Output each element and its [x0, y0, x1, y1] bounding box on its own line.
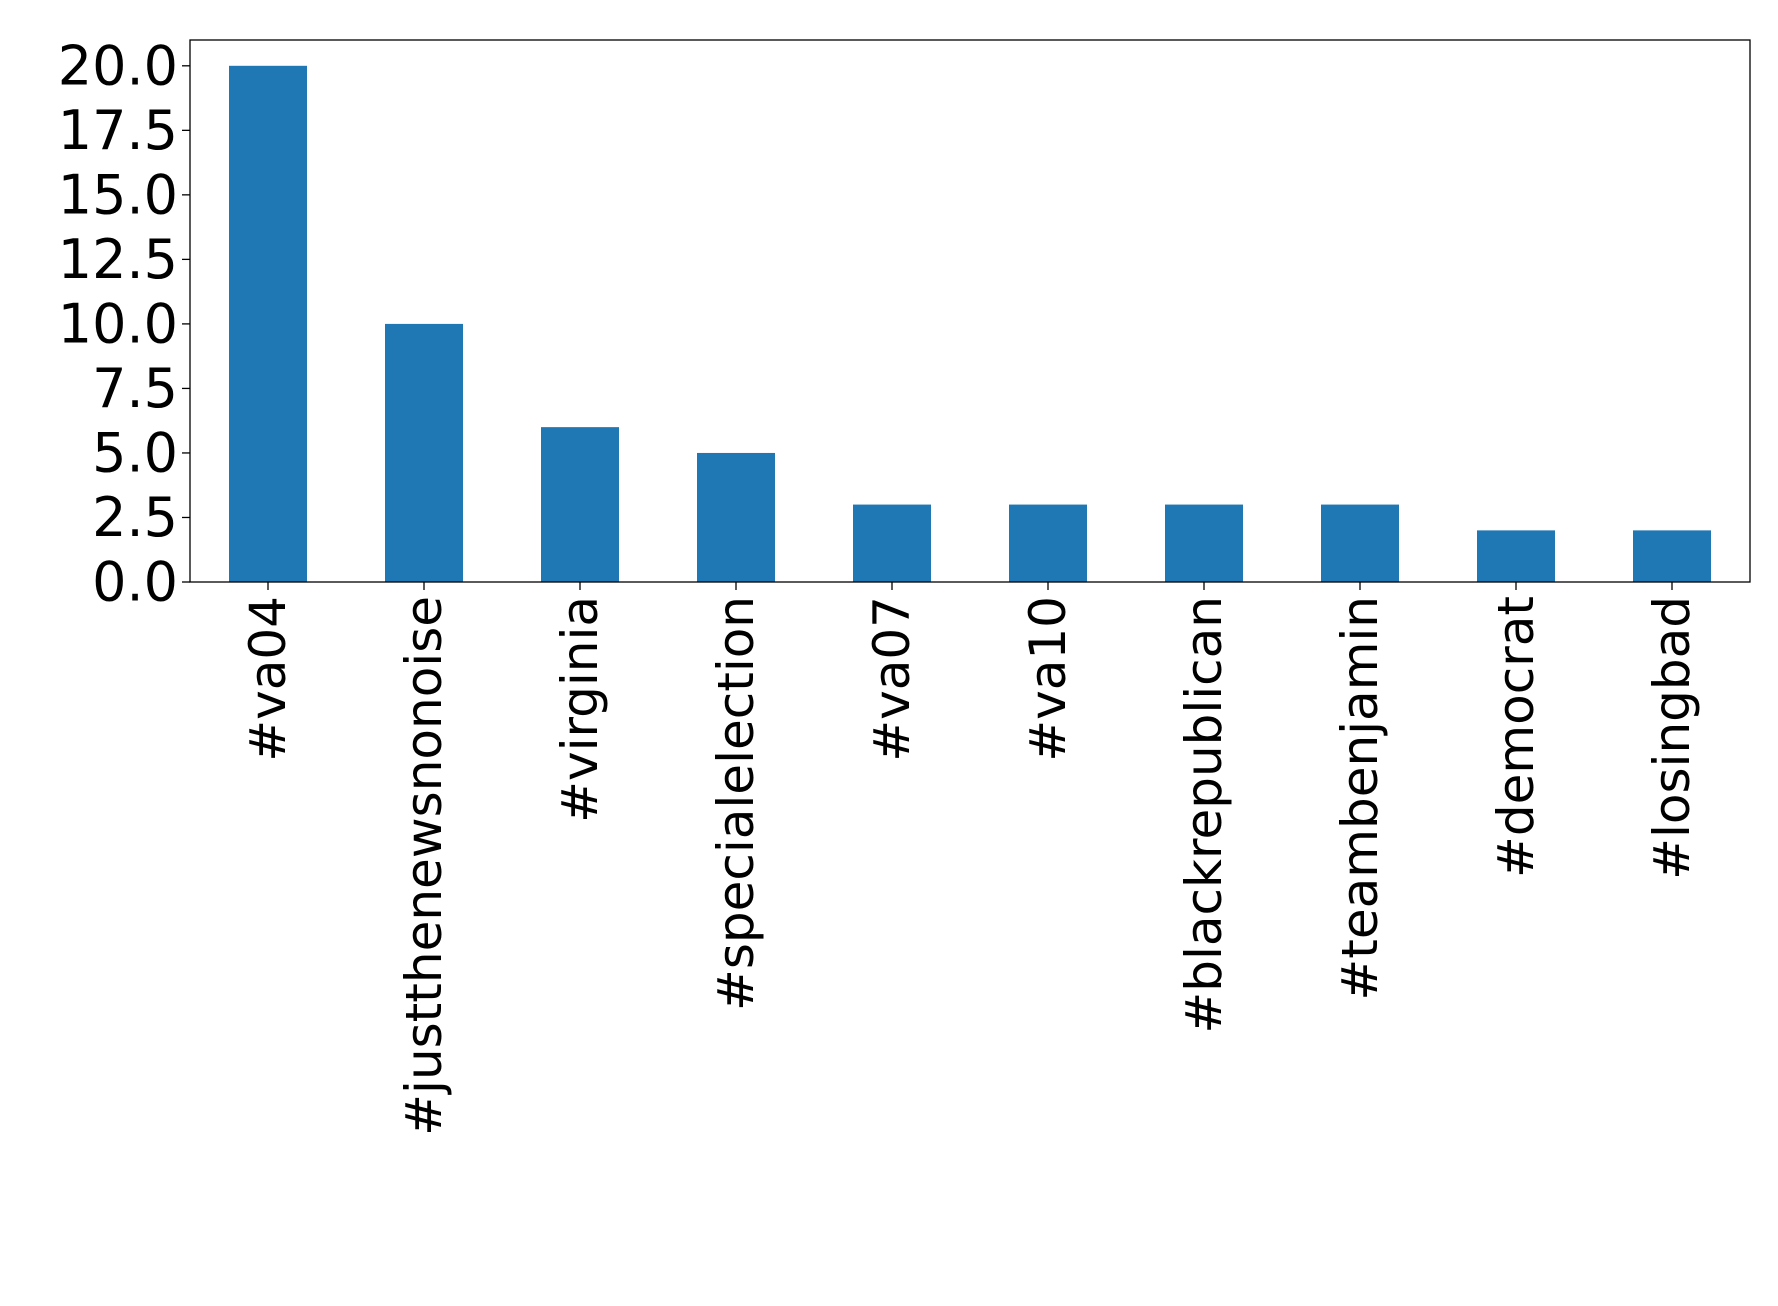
y-tick-label: 15.0: [58, 163, 178, 226]
bar-va07: [853, 504, 931, 582]
bar-justthenewsnonoise: [385, 323, 463, 582]
y-tick-label: 5.0: [92, 421, 178, 484]
y-tick-label: 2.5: [92, 486, 178, 549]
y-tick-label: 12.5: [58, 228, 178, 291]
x-axis: #va04 #justthenewsnonoise #virginia #specia…: [239, 582, 1701, 1136]
y-tick-label: 0.0: [92, 551, 178, 614]
bar-teambenjamin: [1321, 504, 1399, 582]
plot-frame: [189, 39, 1751, 583]
y-axis: 0.02.55.07.510.012.515.017.520.0: [58, 34, 190, 614]
x-tick-label: #virginia: [551, 596, 609, 823]
x-tick-label: #teambenjamin: [1331, 596, 1389, 1001]
y-tick-label: 7.5: [92, 357, 178, 420]
bar-democrat: [1477, 530, 1555, 582]
x-tick-label: #specialelection: [707, 596, 765, 1011]
y-tick-label: 10.0: [58, 292, 178, 355]
x-tick-label: #va10: [1019, 596, 1077, 762]
bar-losingbad: [1633, 530, 1711, 582]
x-tick-label: #va04: [239, 596, 297, 762]
bar-blackrepublican: [1165, 504, 1243, 582]
y-tick-label: 20.0: [58, 34, 178, 97]
x-tick-label: #losingbad: [1643, 596, 1701, 880]
x-tick-label: #democrat: [1487, 596, 1545, 878]
bar-va04: [229, 65, 307, 583]
x-tick-label: #va07: [863, 596, 921, 762]
bar-virginia: [541, 427, 619, 582]
bar-va10: [1009, 504, 1087, 582]
x-tick-label: #blackrepublican: [1175, 596, 1233, 1034]
x-tick-label: #justthenewsnonoise: [395, 596, 453, 1136]
y-tick-label: 17.5: [58, 99, 178, 162]
bar-specialelection: [697, 452, 775, 582]
bars-group: [229, 65, 1711, 583]
